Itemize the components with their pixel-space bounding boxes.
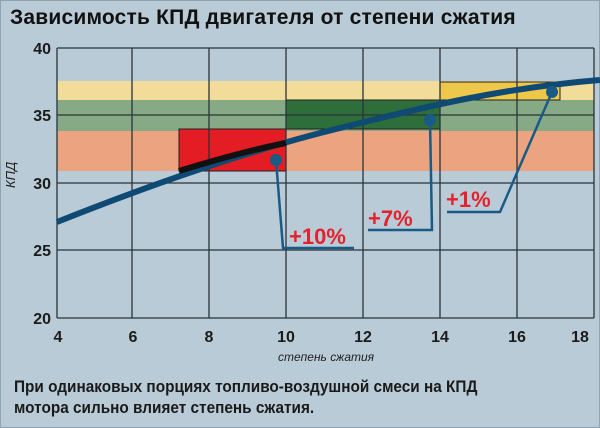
caption: При одинаковых порциях топливо-воздушной…: [14, 377, 600, 419]
x-tick: 16: [508, 329, 526, 346]
x-tick: 4: [54, 329, 63, 346]
efficiency-curve-dark-segment: [178, 140, 287, 174]
callout-lines: [274, 91, 554, 250]
caption-line-2: мотора сильно влияет степень сжатия.: [14, 399, 315, 417]
x-tick: 14: [431, 329, 449, 346]
y-tick: 25: [33, 243, 51, 260]
efficiency-curve: [55, 77, 600, 225]
x-tick: 12: [354, 329, 372, 346]
annotation-plus-10: +10%: [289, 224, 346, 249]
y-axis-label: КПД: [3, 161, 18, 188]
y-tick: 35: [33, 108, 51, 125]
caption-line-1: При одинаковых порциях топливо-воздушной…: [14, 378, 478, 396]
annotation-plus-7: +7%: [368, 206, 413, 231]
chart-title: Зависимость КПД двигателя от степени сжа…: [10, 6, 516, 29]
x-tick: 8: [205, 329, 214, 346]
band-orange: [57, 131, 594, 171]
y-tick: 40: [33, 41, 51, 58]
grid: [56, 47, 595, 319]
x-tick: 18: [571, 329, 589, 346]
annotation-plus-1: +1%: [446, 187, 491, 212]
callout-dots: [270, 86, 558, 166]
x-axis-label: степень сжатия: [278, 350, 375, 364]
y-tick-labels: 40 35 30 25 20: [33, 41, 51, 328]
y-tick: 30: [33, 176, 51, 193]
x-tick: 10: [277, 329, 295, 346]
x-tick-labels: 4 6 8 10 12 14 16 18: [54, 329, 589, 346]
x-tick: 6: [129, 329, 138, 346]
y-tick: 20: [33, 311, 51, 328]
